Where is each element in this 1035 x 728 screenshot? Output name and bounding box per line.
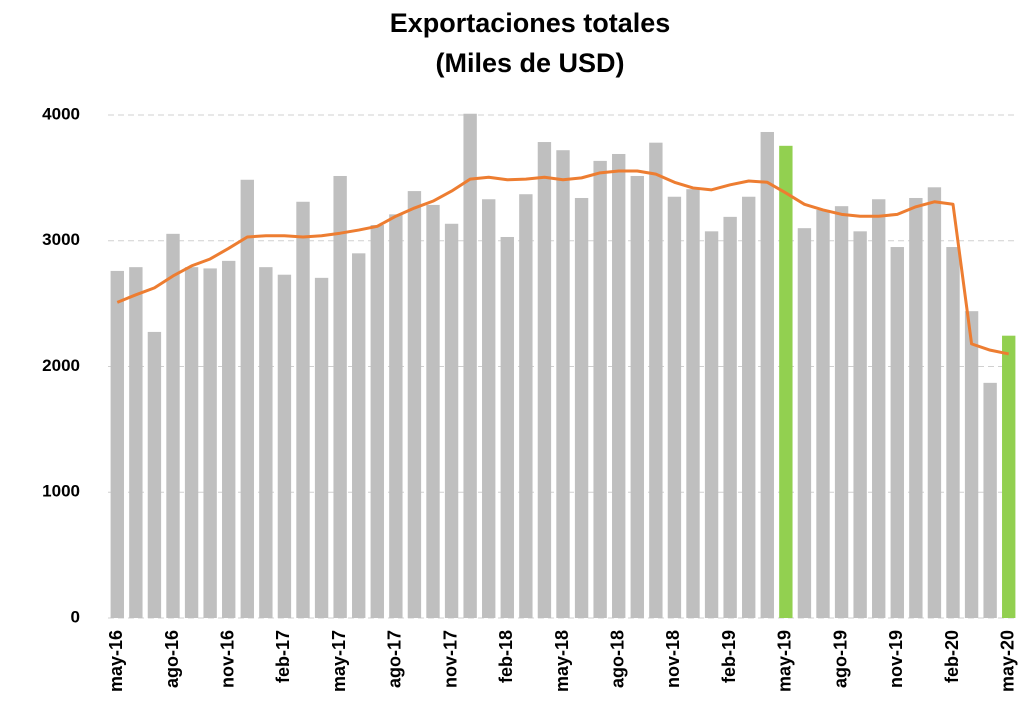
bar — [444, 223, 459, 618]
bar — [667, 196, 682, 619]
bar — [927, 187, 942, 618]
bar — [686, 189, 700, 618]
bar — [129, 267, 143, 618]
x-tick-label: feb-18 — [496, 630, 516, 683]
bar — [779, 145, 793, 618]
bar — [277, 274, 292, 618]
x-tick-label: ago-18 — [607, 630, 627, 688]
bar — [240, 179, 254, 619]
y-tick-label: 2000 — [42, 356, 80, 375]
bar — [296, 201, 310, 618]
x-tick-label: ago-17 — [385, 630, 405, 688]
bar — [816, 209, 830, 618]
x-tick-label: may-20 — [997, 630, 1017, 692]
bar — [760, 131, 774, 618]
bar — [370, 225, 384, 618]
x-tick-label: ago-16 — [162, 630, 182, 688]
x-tick-label: may-16 — [106, 630, 126, 692]
bar — [333, 175, 347, 618]
bar — [147, 331, 162, 618]
bar — [853, 231, 867, 618]
bar — [519, 194, 533, 618]
bar — [482, 199, 496, 618]
y-tick-label: 3000 — [42, 230, 80, 249]
bar — [612, 153, 626, 619]
bar — [630, 175, 644, 618]
bar — [946, 247, 960, 618]
bar — [110, 270, 124, 618]
bar — [426, 204, 440, 618]
bar — [723, 216, 737, 619]
x-tick-label: nov-16 — [217, 630, 237, 688]
x-tick-label: may-17 — [329, 630, 349, 692]
bar — [500, 236, 514, 619]
bar — [593, 160, 607, 618]
bar — [184, 267, 199, 618]
line — [116, 169, 1010, 356]
bar — [222, 260, 236, 618]
bar — [389, 214, 403, 618]
bar — [797, 228, 812, 619]
x-tick-label: nov-17 — [440, 630, 460, 688]
bar — [166, 233, 180, 619]
y-tick-label: 4000 — [42, 104, 80, 123]
y-tick-label: 0 — [71, 607, 80, 626]
x-tick-label: nov-18 — [663, 630, 683, 688]
bar — [407, 191, 422, 619]
bar — [890, 247, 904, 618]
chart-subtitle: (Miles de USD) — [435, 48, 624, 78]
bar — [314, 277, 329, 618]
bar — [964, 311, 979, 618]
bar — [203, 268, 217, 618]
bar — [537, 142, 552, 618]
bar — [1002, 335, 1016, 618]
x-tick-label: ago-19 — [830, 630, 850, 688]
bar — [649, 142, 663, 619]
x-tick-label: feb-17 — [273, 630, 293, 683]
bar — [352, 253, 366, 618]
bar — [574, 197, 589, 618]
bar — [872, 199, 886, 618]
x-tick-label: feb-20 — [942, 630, 962, 683]
bar — [983, 382, 997, 618]
bar — [834, 206, 849, 618]
bar — [704, 231, 719, 618]
x-tick-label: feb-19 — [719, 630, 739, 683]
bar — [556, 150, 570, 618]
bar — [742, 196, 756, 619]
bar — [909, 197, 923, 618]
x-tick-label: may-19 — [775, 630, 795, 692]
chart-title: Exportaciones totales — [390, 8, 671, 38]
bar — [463, 113, 477, 619]
x-tick-label: may-18 — [552, 630, 572, 692]
bar — [259, 267, 273, 618]
x-tick-label: nov-19 — [886, 630, 906, 688]
y-tick-label: 1000 — [42, 482, 80, 501]
